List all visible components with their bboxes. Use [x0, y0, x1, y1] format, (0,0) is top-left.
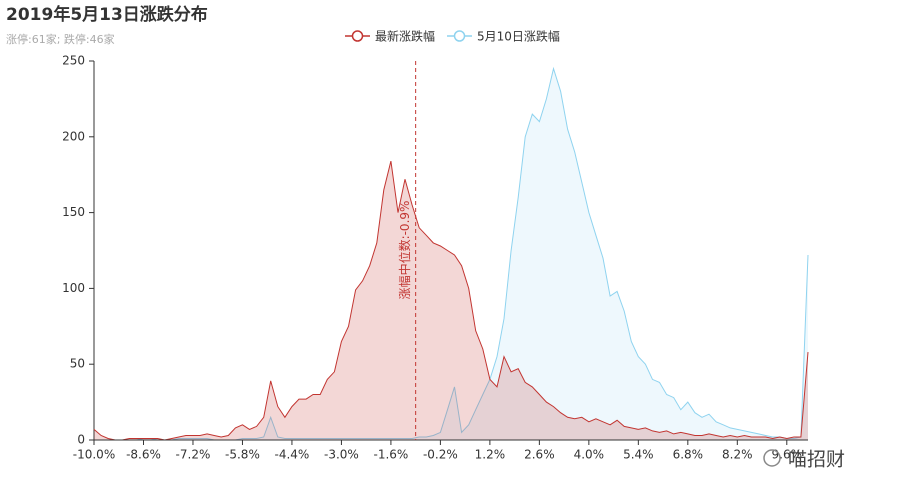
chart-title: 2019年5月13日涨跌分布 — [6, 4, 208, 25]
y-tick-label: 200 — [62, 129, 85, 143]
x-tick-label: 8.2% — [722, 448, 753, 462]
y-tick-label: 250 — [62, 54, 85, 68]
watermark: 喵招财 — [763, 449, 845, 471]
legend-label: 最新涨跌幅 — [375, 29, 435, 44]
x-tick-label: -5.8% — [225, 448, 260, 462]
series-line — [93, 160, 809, 441]
legend-marker — [351, 30, 364, 42]
median-label: 涨幅中位数:-0.9% — [397, 201, 412, 300]
x-tick-label: 1.2% — [475, 448, 506, 462]
x-tick-label: -0.2% — [423, 448, 458, 462]
chart-subtitle: 涨停:61家; 跌停:46家 — [6, 32, 115, 46]
plot: 0 50 100 150 200 250 -10.0% -8.6% -7.2% -5.8% -4.4… — [62, 54, 809, 462]
x-tick-label: 9.6% — [772, 448, 803, 462]
x-tick-label: 2.6% — [524, 448, 555, 462]
watermark-icon — [763, 449, 781, 467]
y-tick-label: 100 — [62, 281, 85, 295]
watermark-text: 喵招财 — [788, 449, 845, 471]
x-tick-label: -10.0% — [73, 448, 115, 462]
x-tick-label: 5.4% — [623, 448, 654, 462]
x-tick-label: -4.4% — [275, 448, 310, 462]
x-tick-label: 6.8% — [673, 448, 704, 462]
legend-label: 5月10日涨跌幅 — [477, 29, 560, 44]
y-tick-label: 0 — [77, 433, 85, 447]
x-tick-label: -1.6% — [373, 448, 408, 462]
x-tick-label: -7.2% — [176, 448, 211, 462]
legend-marker — [453, 30, 466, 42]
series-area — [94, 68, 808, 440]
y-tick-label: 50 — [70, 357, 85, 371]
x-tick-label: -3.0% — [324, 448, 359, 462]
x-tick-label: 4.0% — [574, 448, 605, 462]
x-tick-label: -8.6% — [126, 448, 161, 462]
legend: 最新涨跌幅 5月10日涨跌幅 — [345, 29, 560, 44]
y-tick-label: 150 — [62, 205, 85, 219]
series-area — [94, 161, 808, 440]
